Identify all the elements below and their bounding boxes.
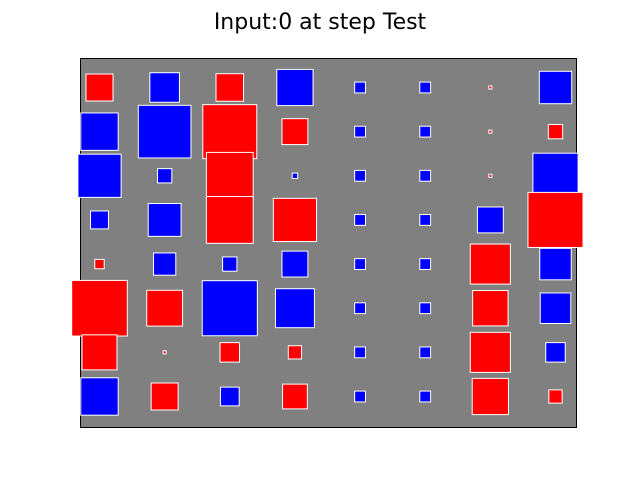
hinton-cell-r0-c5 xyxy=(419,81,432,94)
hinton-cell-r1-c1 xyxy=(137,104,192,159)
hinton-cell-r3-c6 xyxy=(476,206,504,234)
hinton-cells xyxy=(71,68,584,416)
hinton-cell-r6-c1 xyxy=(162,350,167,355)
hinton-cell-r5-c2 xyxy=(201,280,258,337)
hinton-cell-r2-c0 xyxy=(77,153,122,198)
hinton-cell-r7-c5 xyxy=(419,390,432,403)
hinton-cell-r3-c2 xyxy=(205,196,254,244)
hinton-cell-r2-c3 xyxy=(291,172,299,179)
hinton-cell-r2-c1 xyxy=(157,168,173,184)
hinton-cell-r0-c1 xyxy=(149,72,180,103)
hinton-cell-r3-c0 xyxy=(90,210,109,230)
hinton-cell-r1-c7 xyxy=(547,124,564,140)
hinton-cell-r0-c4 xyxy=(354,81,366,94)
hinton-cell-r2-c5 xyxy=(419,169,432,182)
hinton-cell-r3-c1 xyxy=(147,203,182,237)
hinton-cell-r4-c2 xyxy=(222,256,238,272)
hinton-cell-r2-c4 xyxy=(354,169,366,182)
hinton-cell-r6-c4 xyxy=(354,346,366,359)
hinton-cell-r4-c7 xyxy=(539,247,572,281)
hinton-cell-r4-c4 xyxy=(354,258,366,270)
hinton-cell-r0-c7 xyxy=(538,70,573,105)
hinton-cell-r7-c3 xyxy=(282,383,308,410)
hinton-cell-r7-c6 xyxy=(471,377,509,416)
hinton-cell-r1-c0 xyxy=(80,112,119,151)
hinton-cell-r4-c1 xyxy=(153,252,177,276)
hinton-cell-r0-c6 xyxy=(488,85,493,90)
hinton-cell-r6-c7 xyxy=(545,342,566,363)
hinton-cell-r5-c7 xyxy=(539,292,572,324)
chart-title: Input:0 at step Test xyxy=(214,10,427,35)
hinton-cell-r6-c0 xyxy=(81,334,118,371)
hinton-cell-r5-c0 xyxy=(71,279,128,337)
hinton-cell-r6-c3 xyxy=(287,345,303,360)
hinton-cell-r1-c4 xyxy=(354,125,366,138)
hinton-cell-r3-c4 xyxy=(354,214,366,226)
hinton-cell-r4-c6 xyxy=(469,243,511,285)
hinton-cell-r7-c1 xyxy=(150,382,179,411)
hinton-cell-r1-c6 xyxy=(488,129,493,134)
hinton-cell-r5-c4 xyxy=(354,302,366,315)
hinton-cell-r1-c5 xyxy=(419,125,432,138)
hinton-cell-r0-c3 xyxy=(276,68,314,107)
hinton-cell-r7-c7 xyxy=(548,389,563,404)
hinton-cell-r7-c2 xyxy=(219,386,240,407)
hinton-cell-r7-c4 xyxy=(354,390,366,403)
hinton-cell-r5-c1 xyxy=(146,289,184,327)
hinton-cell-r7-c0 xyxy=(80,377,119,416)
hinton-cell-r2-c2 xyxy=(205,151,254,200)
hinton-cell-r3-c3 xyxy=(272,197,318,243)
hinton-cell-r6-c6 xyxy=(469,331,511,373)
hinton-cell-r6-c2 xyxy=(219,342,241,363)
hinton-cell-r4-c3 xyxy=(281,250,309,278)
hinton-cell-r3-c5 xyxy=(419,214,432,226)
hinton-cell-r4-c5 xyxy=(419,258,432,270)
hinton-cell-r3-c7 xyxy=(527,191,584,248)
hinton-cell-r0-c2 xyxy=(215,73,245,102)
hinton-cell-r1-c3 xyxy=(281,118,309,146)
hinton-cell-r6-c5 xyxy=(419,346,432,359)
hinton-cell-r4-c0 xyxy=(94,258,105,270)
hinton-cell-r5-c6 xyxy=(472,290,509,327)
hinton-cell-r0-c0 xyxy=(85,73,114,102)
hinton-cell-r5-c3 xyxy=(274,288,315,329)
hinton-cell-r5-c5 xyxy=(419,302,432,315)
hinton-cell-r1-c2 xyxy=(202,104,258,160)
hinton-cell-r2-c7 xyxy=(532,152,579,199)
hinton-cell-r2-c6 xyxy=(488,173,493,178)
